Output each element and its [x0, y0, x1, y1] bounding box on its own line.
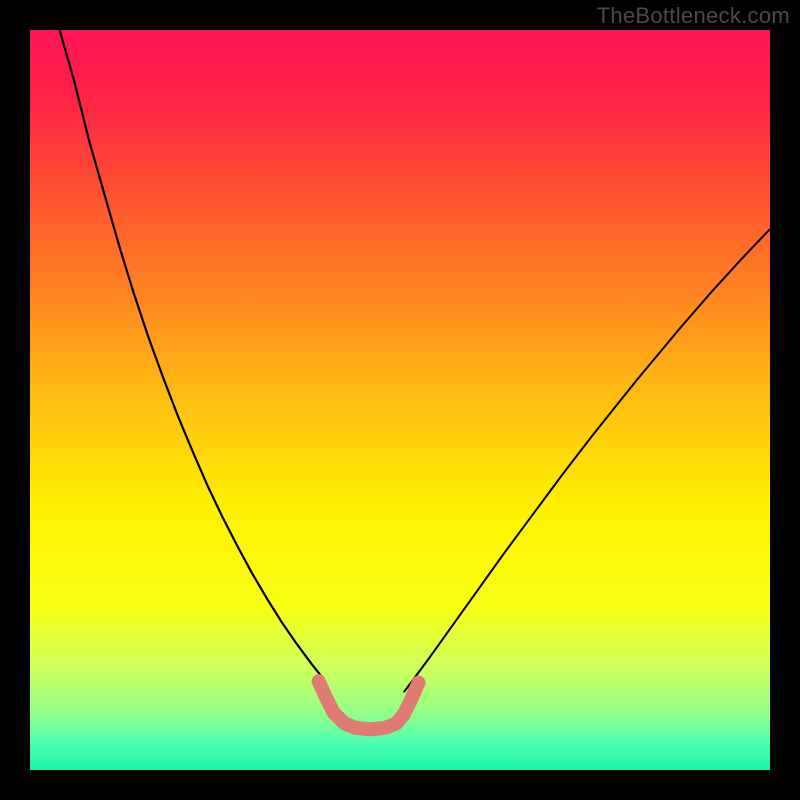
bottleneck-chart [30, 30, 770, 770]
watermark-text: TheBottleneck.com [597, 3, 790, 29]
gradient-background [30, 30, 770, 770]
chart-svg [30, 30, 770, 770]
